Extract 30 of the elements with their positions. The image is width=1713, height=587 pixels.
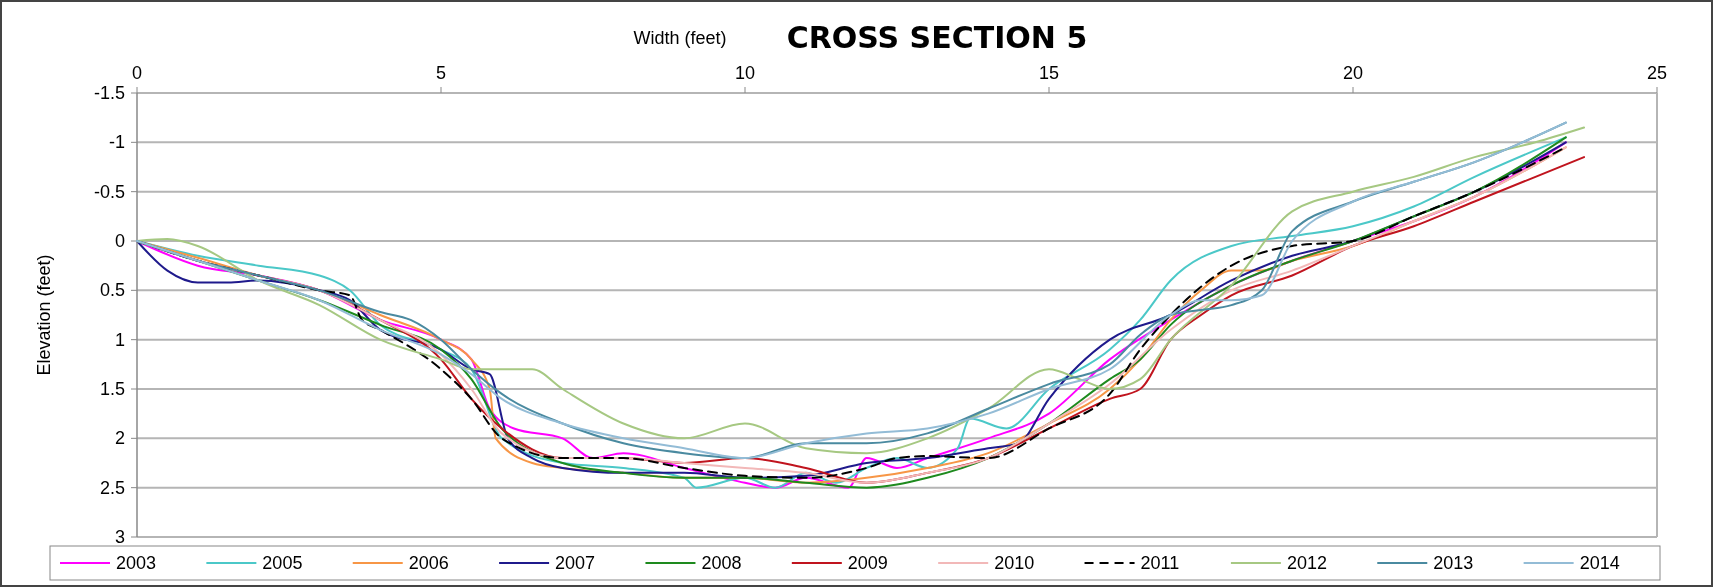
y-tick-label: 2.5	[99, 477, 125, 498]
y-axis-title: Elevation (feet)	[34, 254, 54, 376]
x-axis-title: Width (feet)	[633, 28, 727, 48]
legend-label: 2009	[847, 553, 888, 573]
x-tick-label: 5	[435, 63, 447, 83]
y-tick-label: -1.5	[93, 83, 125, 103]
legend-label: 2006	[408, 553, 449, 573]
y-tick-label: 2	[114, 428, 125, 449]
y-tick-label: 0	[114, 231, 125, 251]
x-tick-label: 15	[1038, 63, 1060, 83]
legend-label: 2010	[994, 553, 1035, 573]
x-tick-label: 0	[131, 63, 143, 83]
x-tick-label: 10	[734, 63, 756, 83]
legend-label: 2005	[262, 553, 303, 573]
chart-title: CROSS SECTION 5	[786, 20, 1088, 55]
legend-label: 2012	[1286, 553, 1327, 573]
y-tick-label: -1	[108, 132, 125, 153]
legend-label: 2007	[555, 553, 596, 573]
x-tick-label: 20	[1342, 63, 1364, 83]
legend-label: 2003	[116, 553, 157, 573]
y-tick-label: -0.5	[93, 181, 125, 202]
y-tick-label: 0.5	[99, 280, 125, 301]
y-tick-label: 3	[114, 527, 125, 547]
legend-label: 2013	[1433, 553, 1474, 573]
legend-label: 2014	[1579, 553, 1620, 573]
y-tick-label: 1.5	[99, 379, 125, 399]
legend-label: 2011	[1140, 553, 1180, 573]
x-tick-label: 25	[1646, 63, 1668, 83]
y-tick-label: 1	[114, 329, 125, 350]
legend-label: 2008	[701, 553, 742, 573]
